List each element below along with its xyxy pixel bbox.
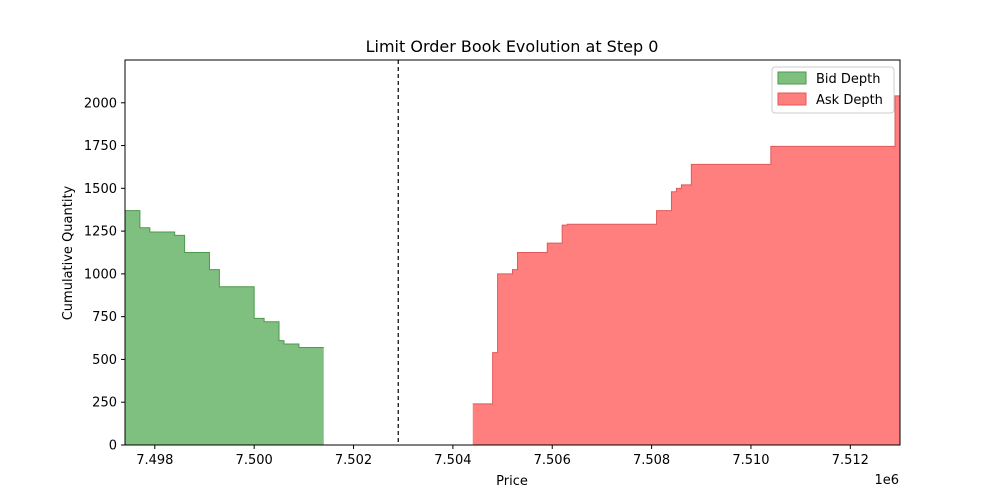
x-axis-label: Price: [496, 474, 528, 489]
y-tick-label: 750: [92, 310, 117, 325]
x-tick-label: 7.498: [136, 453, 173, 468]
bid-depth-area: [125, 210, 324, 445]
legend-swatch-bid: [777, 71, 807, 85]
x-tick-label: 7.502: [335, 453, 372, 468]
legend-label-ask: Ask Depth: [816, 93, 883, 108]
chart-title: Limit Order Book Evolution at Step 0: [366, 37, 659, 56]
legend: Bid Depth Ask Depth: [771, 66, 895, 114]
plot-frame: [124, 59, 901, 446]
y-tick-label: 1500: [84, 182, 117, 197]
y-tick-label: 1250: [84, 225, 117, 240]
x-axis-offset-label: 1e6: [874, 473, 899, 488]
x-tick-label: 7.506: [534, 453, 571, 468]
x-tick-label: 7.504: [434, 453, 471, 468]
y-tick-label: 1750: [84, 139, 117, 154]
ask-depth-area: [472, 95, 900, 445]
y-axis-label: Cumulative Quantity: [61, 185, 76, 320]
bid-depth-edge: [125, 210, 324, 348]
y-tick-label: 500: [92, 353, 117, 368]
legend-swatch-ask: [777, 92, 807, 106]
y-tick-label: 1000: [84, 267, 117, 282]
y-tick-label: 2000: [84, 96, 117, 111]
y-tick-label: 250: [92, 396, 117, 411]
x-tick-label: 7.508: [633, 453, 670, 468]
x-tick-label: 7.500: [236, 453, 273, 468]
ask-depth-edge: [472, 95, 900, 405]
x-tick-label: 7.510: [732, 453, 769, 468]
y-tick-label: 0: [109, 439, 117, 454]
legend-label-bid: Bid Depth: [816, 72, 881, 87]
x-tick-label: 7.512: [832, 453, 869, 468]
